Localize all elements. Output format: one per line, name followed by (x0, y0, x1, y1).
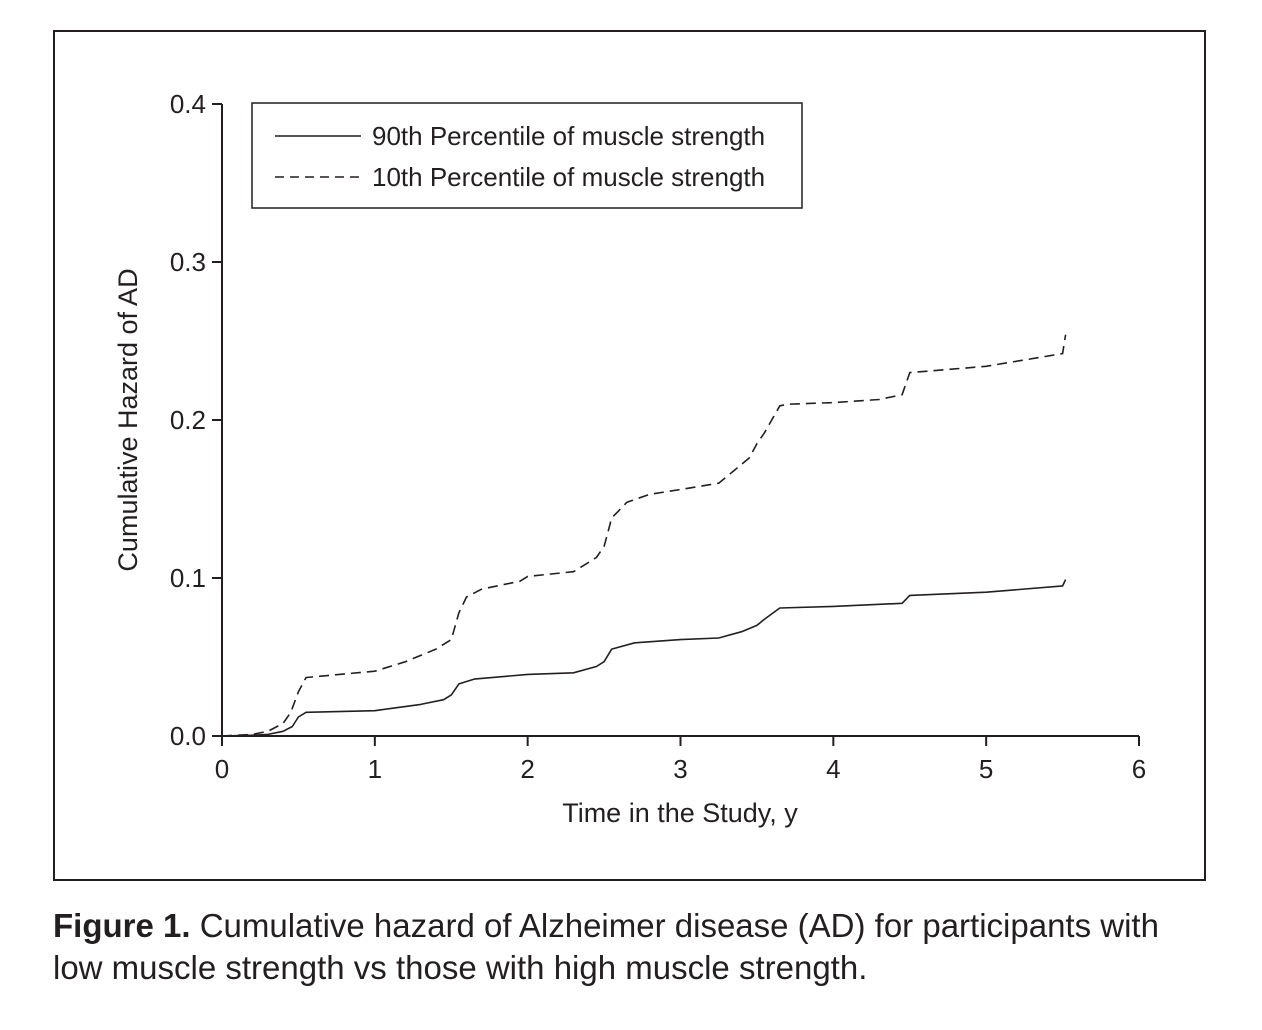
x-axis-title: Time in the Study, y (562, 798, 798, 828)
series-line-90th-percentile (221, 579, 1067, 737)
legend: 90th Percentile of muscle strength 10th … (251, 102, 803, 209)
legend-box (251, 102, 803, 209)
y-tick-label: 0.0 (170, 721, 206, 751)
caption-label: Figure 1. (53, 907, 191, 944)
y-axis-title: Cumulative Hazard of AD (113, 268, 143, 571)
series-layer (221, 334, 1067, 737)
y-tick-label: 0.3 (170, 247, 206, 277)
x-tick-label: 3 (673, 754, 687, 784)
y-tick-label: 0.2 (170, 405, 206, 435)
x-tick-label: 6 (1132, 754, 1146, 784)
series-line-10th-percentile (221, 334, 1067, 737)
x-tick-label: 5 (979, 754, 993, 784)
cumulative-hazard-chart: 0 1 2 3 4 5 6 0.0 0.1 0.2 0.3 0.4 Time in the Study… (113, 89, 1146, 828)
axis-ticks: 0 1 2 3 4 5 6 0.0 0.1 0.2 0.3 0.4 (170, 89, 1146, 784)
caption-text: Cumulative hazard of Alzheimer disease (… (53, 907, 1159, 986)
figure-caption: Figure 1. Cumulative hazard of Alzheimer… (53, 905, 1213, 989)
x-tick-label: 1 (368, 754, 382, 784)
y-tick-label: 0.4 (170, 89, 206, 119)
legend-label-10th: 10th Percentile of muscle strength (372, 162, 765, 192)
x-tick-label: 4 (826, 754, 840, 784)
legend-label-90th: 90th Percentile of muscle strength (372, 121, 765, 151)
y-tick-label: 0.1 (170, 563, 206, 593)
x-tick-label: 2 (520, 754, 534, 784)
x-tick-label: 0 (215, 754, 229, 784)
figure-frame (53, 30, 1206, 881)
